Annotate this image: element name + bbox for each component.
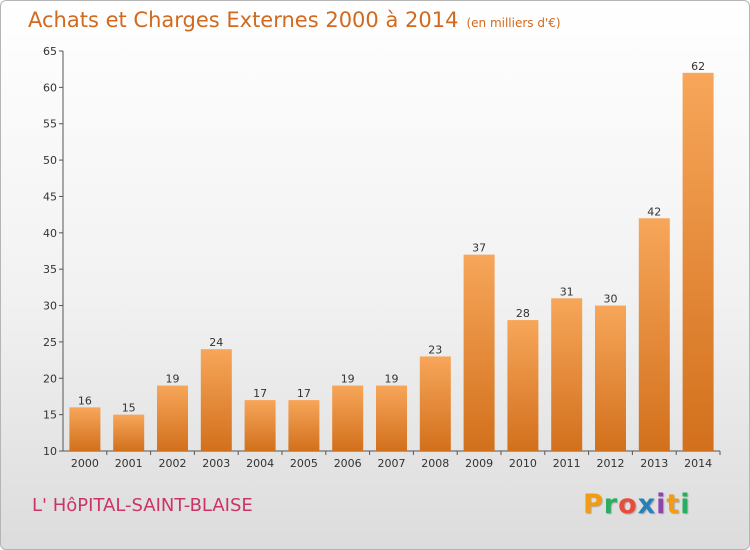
data-label: 62 (691, 60, 705, 73)
x-tick-label: 2007 (378, 457, 406, 470)
logo-letter: o (618, 489, 638, 520)
chart-title: Achats et Charges Externes 2000 à 2014 (e… (28, 8, 561, 32)
data-label: 19 (341, 373, 355, 386)
bar (200, 349, 232, 451)
x-tick-label: 2000 (71, 457, 99, 470)
x-tick-label: 2013 (640, 457, 668, 470)
x-tick-label: 2004 (246, 457, 274, 470)
y-tick-label: 25 (43, 336, 57, 349)
x-tick-label: 2009 (465, 457, 493, 470)
y-tick-label: 40 (43, 227, 57, 240)
bar (551, 298, 583, 451)
x-tick-label: 2003 (202, 457, 230, 470)
bar (157, 385, 188, 451)
logo-letter: x (637, 489, 657, 520)
bar (69, 407, 101, 451)
data-label: 17 (297, 387, 311, 400)
chart-title-text: Achats et Charges Externes 2000 à 2014 (28, 8, 459, 32)
x-tick-label: 2006 (334, 457, 362, 470)
bar (463, 254, 495, 451)
logo-letter: P (583, 489, 604, 520)
logo-letter: t (666, 489, 681, 520)
bar (376, 385, 407, 451)
x-tick-label: 2001 (115, 457, 143, 470)
bar (638, 218, 670, 451)
x-tick-label: 2010 (509, 457, 537, 470)
commune-name: L' HôPITAL-SAINT-BLAISE (32, 495, 253, 516)
y-tick-label: 10 (43, 445, 57, 458)
y-tick-label: 65 (43, 45, 57, 58)
y-tick-label: 35 (43, 263, 57, 276)
data-label: 23 (428, 343, 442, 356)
x-tick-label: 2005 (290, 457, 318, 470)
bar (682, 72, 714, 452)
y-tick-label: 50 (43, 154, 57, 167)
data-label: 19 (166, 373, 180, 386)
proxiti-logo[interactable]: Proxiti (583, 489, 691, 520)
bar (244, 400, 276, 451)
x-tick-label: 2008 (421, 457, 449, 470)
data-label: 15 (122, 402, 136, 415)
data-label: 28 (516, 307, 530, 320)
x-tick-label: 2014 (684, 457, 712, 470)
data-label: 37 (472, 242, 486, 255)
y-tick-label: 30 (43, 300, 57, 313)
y-tick-label: 45 (43, 190, 57, 203)
bar (113, 414, 145, 451)
bar (595, 305, 626, 451)
x-tick-label: 2011 (553, 457, 581, 470)
data-label: 30 (604, 293, 618, 306)
y-tick-label: 60 (43, 81, 57, 94)
x-tick-label: 2002 (159, 457, 187, 470)
chart-subtitle: (en milliers d'€) (466, 16, 561, 30)
logo-letter: r (603, 489, 619, 520)
data-label: 19 (385, 373, 399, 386)
y-tick-label: 15 (43, 409, 57, 422)
data-label: 16 (78, 394, 92, 407)
data-label: 17 (253, 387, 267, 400)
x-tick-label: 2012 (597, 457, 625, 470)
bar (507, 320, 539, 451)
logo-letter: i (680, 489, 691, 520)
bar (419, 356, 451, 451)
bar (332, 385, 364, 451)
data-label: 42 (647, 205, 661, 218)
data-label: 31 (560, 285, 574, 298)
data-label: 24 (209, 336, 223, 349)
bar (288, 400, 320, 451)
logo-letter: i (656, 489, 667, 520)
y-tick-label: 55 (43, 118, 57, 131)
y-tick-label: 20 (43, 372, 57, 385)
